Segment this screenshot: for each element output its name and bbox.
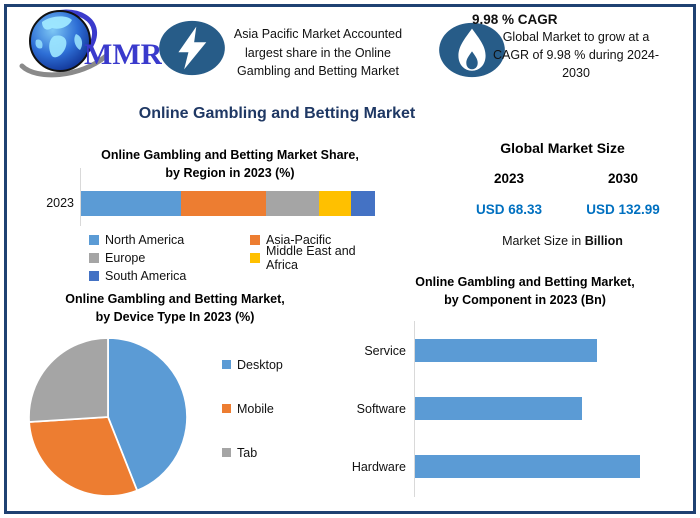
fact1-text: Asia Pacific Market Accounted largest sh… <box>220 25 416 81</box>
component-y-axis-line <box>414 321 415 497</box>
device-chart-title: Online Gambling and Betting Market, by D… <box>8 290 342 326</box>
legend-label: Middle East and Africa <box>266 243 356 272</box>
component-track <box>415 339 643 362</box>
region-category-label: 2023 <box>46 196 74 210</box>
legend-swatch <box>222 404 231 413</box>
legend-label: Mobile <box>237 401 274 416</box>
region-segment-south-america <box>351 191 375 216</box>
device-chart-title-line1: Online Gambling and Betting Market, <box>65 292 285 306</box>
component-label-software: Software <box>356 401 406 416</box>
pie-slice-mobile <box>28 416 138 497</box>
fact2-block: 9.98 % CAGR Global Market to grow at a C… <box>466 12 686 82</box>
fact2-line: Global Market to grow at a <box>502 30 650 44</box>
component-bar-service <box>415 339 597 362</box>
fact1-line: Gambling and Betting Market <box>237 64 399 78</box>
region-chart-title-line1: Online Gambling and Betting Market Share… <box>101 148 359 162</box>
cagr-title: 9.98 % CAGR <box>472 12 558 27</box>
component-chart-title-line2: by Component in 2023 (Bn) <box>444 293 606 308</box>
global-market-size-years: 2023 2030 <box>452 171 680 186</box>
component-bar-software <box>415 397 582 420</box>
legend-swatch <box>89 270 99 281</box>
legend-item-middle-east-and-africa: Middle East and Africa <box>250 244 389 272</box>
component-rows: Service Software Hardware <box>330 339 670 513</box>
region-legend: North America Asia-Pacific Europe Middle Ea… <box>89 231 389 284</box>
value-2030: USD 132.99 <box>586 202 660 217</box>
legend-label: Tab <box>237 445 258 460</box>
legend-label: Asia-Pacific <box>266 232 332 247</box>
global-market-size-values: USD 68.33 USD 132.99 <box>452 202 680 217</box>
fact2-line: 2030 <box>562 65 590 80</box>
legend-item-desktop: Desktop <box>222 356 283 373</box>
region-y-axis-line <box>80 168 81 226</box>
legend-label: Desktop <box>237 357 283 372</box>
legend-label: South America <box>105 268 187 283</box>
device-pie-svg <box>28 337 188 497</box>
legend-item-tab: Tab <box>222 444 283 461</box>
year-2030-label: 2030 <box>607 171 639 186</box>
flame-icon <box>439 22 505 78</box>
fact2-line: CAGR of 9.98 % during 2024- <box>492 47 660 62</box>
component-track <box>415 455 643 478</box>
component-label-hardware: Hardware <box>351 459 406 474</box>
unit-note-bold: Billion <box>584 234 623 248</box>
component-track <box>415 397 643 420</box>
legend-swatch <box>89 234 99 245</box>
value-2023: USD 68.33 <box>475 202 543 217</box>
pie-slice-desktop <box>107 337 188 492</box>
component-chart-title: Online Gambling and Betting Market, by C… <box>360 273 690 309</box>
legend-item-mobile: Mobile <box>222 400 283 417</box>
pie-slice-tab <box>28 337 109 423</box>
legend-swatch <box>250 234 260 245</box>
region-stacked-bar <box>81 191 375 216</box>
component-bar-hardware <box>415 455 640 478</box>
legend-swatch <box>222 448 231 457</box>
legend-label: Europe <box>105 250 146 265</box>
lightning-icon <box>159 20 225 76</box>
component-row-service: Service <box>330 339 670 362</box>
region-segment-europe <box>266 191 320 216</box>
device-chart-title-line2: by Device Type In 2023 (%) <box>95 310 255 325</box>
region-segment-north-america <box>81 191 181 216</box>
globe-icon <box>19 9 109 78</box>
legend-item-north-america: North America <box>89 231 250 248</box>
page-title: Online Gambling and Betting Market <box>138 105 416 122</box>
mmr-logo: MMR <box>19 9 162 78</box>
device-legend: Desktop Mobile Tab <box>222 356 283 488</box>
logo-text: MMR <box>84 38 162 71</box>
legend-item-europe: Europe <box>89 249 250 266</box>
legend-swatch <box>222 360 231 369</box>
fact1-line: Asia Pacific Market Accounted <box>233 27 403 41</box>
legend-swatch <box>250 252 260 263</box>
legend-swatch <box>89 252 99 263</box>
legend-item-asia-pacific: Asia-Pacific <box>250 231 389 248</box>
component-row-software: Software <box>330 397 670 420</box>
component-row-hardware: Hardware <box>330 455 670 478</box>
region-segment-asia-pacific <box>180 191 267 216</box>
global-market-size-title: Global Market Size <box>500 140 625 156</box>
region-chart-title: Online Gambling and Betting Market Share… <box>35 146 425 182</box>
legend-item-south-america: South America <box>89 267 250 284</box>
year-2023-label: 2023 <box>493 171 525 186</box>
region-chart-title-line2: by Region in 2023 (%) <box>165 166 295 181</box>
component-label-service: Service <box>364 343 406 358</box>
market-size-unit-note: Market Size in Billion <box>455 234 670 248</box>
component-chart-title-line1: Online Gambling and Betting Market, <box>415 275 635 289</box>
unit-note-regular: Market Size in <box>502 234 585 248</box>
fact2-text: Global Market to grow at a CAGR of 9.98 … <box>466 29 686 82</box>
legend-label: North America <box>105 232 185 247</box>
region-segment-middle-east-and-africa <box>319 191 352 216</box>
fact1-line: largest share in the Online <box>245 45 391 60</box>
